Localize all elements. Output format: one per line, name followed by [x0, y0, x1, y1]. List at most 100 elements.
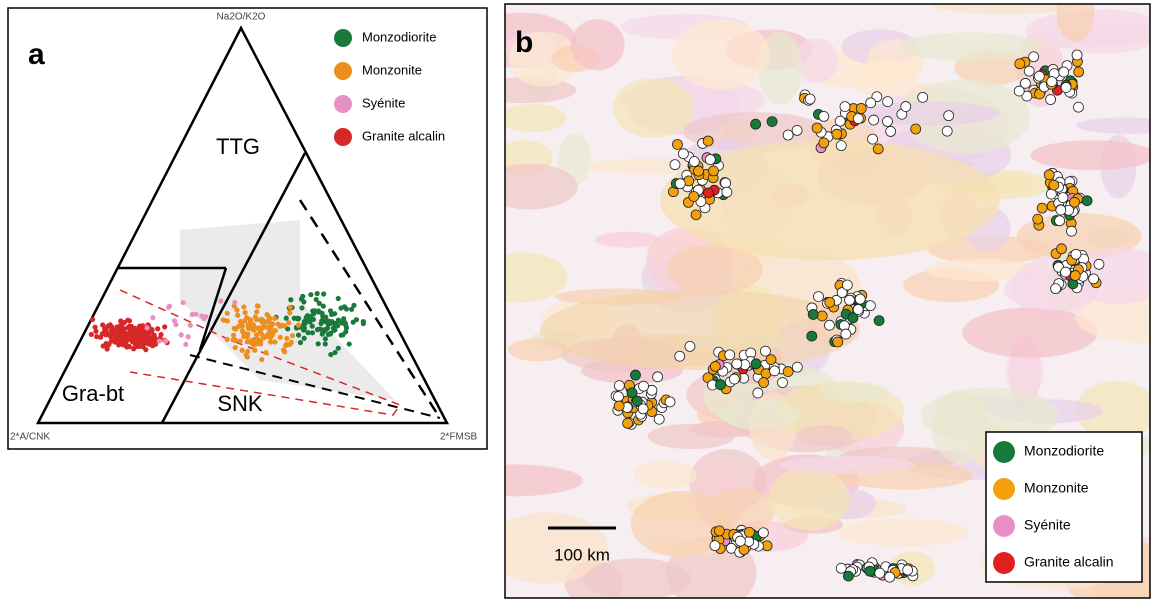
- map-point: [689, 191, 699, 201]
- scatter-point: [103, 332, 108, 337]
- map-point: [691, 210, 701, 220]
- map-point: [836, 563, 846, 573]
- scatter-point: [326, 332, 331, 337]
- scatter-point: [119, 337, 124, 342]
- scatter-point: [108, 322, 113, 327]
- map-point: [1015, 59, 1025, 69]
- scatter-point: [354, 317, 359, 322]
- scatter-point: [321, 304, 326, 309]
- scatter-point: [264, 312, 269, 317]
- map-unit: [571, 19, 625, 70]
- scatter-point: [278, 335, 283, 340]
- scatter-point: [235, 313, 240, 318]
- scatter-point: [150, 315, 155, 320]
- map-point: [1061, 82, 1071, 92]
- apex-label: Na2O/K2O: [217, 12, 266, 23]
- map-point: [638, 404, 648, 414]
- map-point: [678, 149, 688, 159]
- map-point: [744, 527, 754, 537]
- map-point: [1072, 50, 1082, 60]
- map-point: [783, 367, 793, 377]
- map-point: [758, 528, 768, 538]
- map-unit: [851, 59, 916, 97]
- scatter-point: [344, 325, 349, 330]
- map-point: [732, 359, 742, 369]
- map-unit: [672, 20, 770, 90]
- map-point: [874, 316, 884, 326]
- page: {"panel_a": {"label": "a", "apex_top": "…: [0, 0, 1154, 600]
- scatter-point: [252, 348, 257, 353]
- map-point: [832, 129, 842, 139]
- scale-label: 100 km: [554, 545, 610, 564]
- map-point: [675, 351, 685, 361]
- scatter-point: [151, 334, 156, 339]
- scatter-point: [233, 345, 238, 350]
- scatter-point: [341, 319, 346, 324]
- region-label: TTG: [216, 134, 260, 159]
- map-point: [710, 541, 720, 551]
- scatter-point: [250, 327, 255, 332]
- map-point: [767, 117, 777, 127]
- scatter-point: [323, 319, 328, 324]
- scatter-point: [172, 318, 177, 323]
- legend-label: Granite alcalin: [1024, 554, 1114, 570]
- legend-marker: [993, 552, 1015, 574]
- map-unit: [721, 400, 801, 430]
- map-point: [714, 526, 724, 536]
- map-point: [869, 115, 879, 125]
- legend-marker: [334, 62, 352, 80]
- panel-a: a Na2O/K2O 2*A/CNK 2*FMSB TTG Gra-bt SNK…: [8, 8, 487, 449]
- scatter-point: [254, 317, 259, 322]
- map-point: [778, 378, 788, 388]
- scatter-point: [310, 330, 315, 335]
- map-point: [868, 134, 878, 144]
- map-point: [653, 372, 663, 382]
- region-label: Gra-bt: [62, 381, 124, 406]
- map-point: [853, 304, 863, 314]
- scatter-point: [240, 328, 245, 333]
- legend-label: Monzonite: [362, 62, 422, 77]
- panel-label: b: [515, 26, 533, 59]
- map-point: [812, 123, 822, 133]
- map-point: [825, 297, 835, 307]
- map-point: [672, 139, 682, 149]
- map-point: [1046, 95, 1056, 105]
- scatter-point: [190, 312, 195, 317]
- legend-label: Granite alcalin: [362, 128, 445, 143]
- map-point: [751, 359, 761, 369]
- scatter-point: [163, 338, 168, 343]
- scatter-point: [136, 335, 141, 340]
- scatter-point: [157, 338, 162, 343]
- scatter-point: [361, 319, 366, 324]
- map-point: [715, 380, 725, 390]
- map-point: [703, 188, 713, 198]
- apex-label: 2*A/CNK: [10, 432, 50, 443]
- scatter-point: [233, 337, 238, 342]
- map-point: [729, 374, 739, 384]
- scatter-point: [281, 347, 286, 352]
- map-unit: [499, 104, 566, 132]
- map-point: [866, 98, 876, 108]
- scatter-point: [181, 300, 186, 305]
- map-point: [614, 401, 624, 411]
- scatter-point: [89, 332, 94, 337]
- scatter-point: [304, 315, 309, 320]
- map-point: [665, 397, 675, 407]
- map-point: [613, 392, 623, 402]
- map-unit: [898, 32, 1045, 60]
- panel-label: a: [28, 38, 45, 71]
- scatter-point: [188, 323, 193, 328]
- map-unit: [634, 461, 697, 489]
- scatter-point: [252, 337, 257, 342]
- scatter-point: [244, 315, 249, 320]
- map-point: [1082, 196, 1092, 206]
- map-point: [944, 111, 954, 121]
- scatter-point: [238, 319, 243, 324]
- map-point: [751, 119, 761, 129]
- scatter-point: [342, 304, 347, 309]
- map-point: [770, 366, 780, 376]
- map-unit: [797, 425, 852, 446]
- map-point: [813, 292, 823, 302]
- map-point: [865, 301, 875, 311]
- legend-marker: [993, 515, 1015, 537]
